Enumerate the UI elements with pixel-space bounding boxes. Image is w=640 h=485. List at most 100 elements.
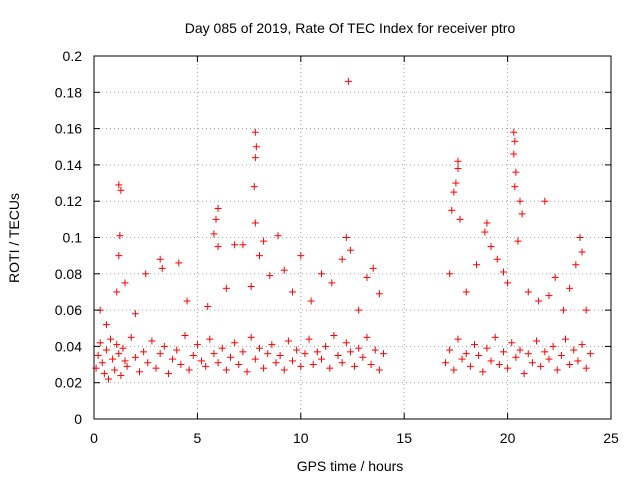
data-point bbox=[380, 350, 388, 358]
y-tick-label: 0.14 bbox=[55, 157, 82, 173]
data-point bbox=[175, 259, 183, 267]
data-point bbox=[570, 346, 578, 354]
data-point bbox=[181, 332, 189, 340]
data-point bbox=[115, 350, 123, 358]
data-point bbox=[247, 283, 255, 291]
data-point bbox=[164, 370, 172, 378]
data-point bbox=[115, 252, 123, 260]
data-point bbox=[115, 181, 123, 189]
data-point bbox=[454, 165, 462, 173]
data-point bbox=[346, 246, 354, 254]
x-tick-label: 10 bbox=[293, 430, 309, 446]
y-tick-label: 0 bbox=[74, 411, 82, 427]
data-point bbox=[367, 361, 375, 369]
data-point bbox=[289, 357, 297, 365]
data-point bbox=[264, 350, 272, 358]
data-point bbox=[566, 361, 574, 369]
data-point bbox=[183, 297, 191, 305]
data-point bbox=[140, 348, 148, 356]
data-point bbox=[307, 297, 315, 305]
data-point bbox=[572, 261, 580, 269]
x-tick-label: 20 bbox=[500, 430, 516, 446]
data-point bbox=[212, 215, 220, 223]
data-point bbox=[518, 210, 526, 218]
data-point bbox=[363, 333, 371, 341]
data-point bbox=[545, 292, 553, 300]
data-point bbox=[280, 366, 288, 374]
data-point bbox=[359, 353, 367, 361]
data-point bbox=[537, 362, 545, 370]
data-point bbox=[483, 219, 491, 227]
data-point bbox=[562, 335, 570, 343]
data-point bbox=[160, 342, 168, 350]
data-point bbox=[250, 183, 258, 191]
data-point bbox=[214, 359, 222, 367]
data-point bbox=[511, 183, 519, 191]
x-tick-label: 25 bbox=[603, 430, 619, 446]
data-point bbox=[351, 362, 359, 370]
plot-frame bbox=[93, 55, 612, 420]
data-point bbox=[185, 366, 193, 374]
data-point bbox=[462, 288, 470, 296]
data-point bbox=[214, 243, 222, 251]
data-point bbox=[342, 339, 350, 347]
data-point bbox=[483, 344, 491, 352]
data-point bbox=[131, 310, 139, 318]
y-axis-label: ROTI / TECUs bbox=[6, 193, 22, 283]
data-point bbox=[450, 188, 458, 196]
data-point bbox=[116, 232, 124, 240]
data-point bbox=[452, 179, 460, 187]
data-point bbox=[566, 284, 574, 292]
data-point bbox=[458, 355, 466, 363]
data-point bbox=[450, 366, 458, 374]
data-point bbox=[454, 335, 462, 343]
data-point bbox=[317, 355, 325, 363]
data-point bbox=[514, 237, 522, 245]
data-point bbox=[156, 255, 164, 263]
data-point bbox=[193, 341, 201, 349]
data-point bbox=[576, 234, 584, 241]
data-point bbox=[231, 241, 239, 249]
data-point bbox=[475, 351, 483, 359]
data-point bbox=[344, 77, 352, 85]
data-point bbox=[355, 306, 363, 314]
data-point bbox=[442, 359, 450, 367]
data-point bbox=[121, 279, 129, 287]
data-point bbox=[169, 355, 177, 363]
data-point bbox=[274, 232, 282, 240]
data-point bbox=[346, 348, 354, 356]
data-point bbox=[109, 355, 117, 363]
data-point bbox=[487, 357, 495, 365]
data-point bbox=[226, 353, 234, 361]
data-point bbox=[510, 150, 518, 158]
data-point bbox=[586, 350, 594, 358]
data-point bbox=[266, 272, 274, 280]
data-point bbox=[251, 154, 259, 162]
data-point bbox=[535, 297, 543, 305]
data-point bbox=[204, 302, 212, 310]
data-point bbox=[553, 366, 561, 374]
data-point bbox=[297, 252, 305, 260]
data-point bbox=[247, 333, 255, 341]
data-point bbox=[448, 206, 456, 214]
data-point bbox=[495, 361, 503, 369]
data-point bbox=[549, 342, 557, 350]
data-point bbox=[268, 341, 276, 349]
data-point bbox=[222, 284, 230, 292]
data-point bbox=[251, 219, 259, 227]
data-point bbox=[512, 353, 520, 361]
data-point bbox=[456, 215, 464, 223]
data-point bbox=[520, 370, 528, 378]
data-point bbox=[252, 143, 260, 151]
data-point bbox=[317, 270, 325, 278]
data-point bbox=[251, 355, 259, 363]
y-tick-label: 0.1 bbox=[63, 230, 83, 246]
data-point bbox=[284, 337, 292, 345]
data-point bbox=[235, 361, 243, 369]
data-point bbox=[127, 333, 135, 341]
data-point bbox=[231, 339, 239, 347]
data-point bbox=[152, 364, 160, 372]
data-point bbox=[113, 288, 121, 296]
data-point bbox=[104, 375, 112, 383]
